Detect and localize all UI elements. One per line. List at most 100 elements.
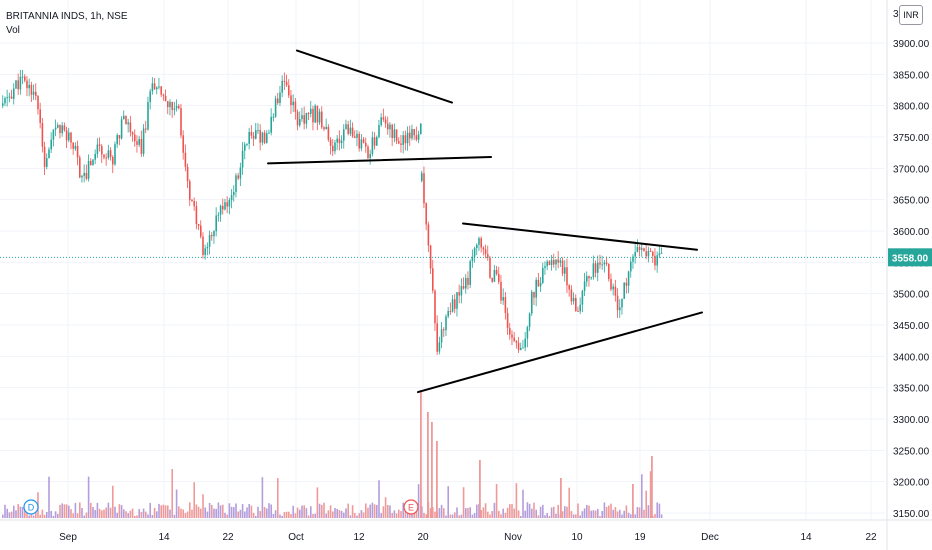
candle: [616, 288, 619, 318]
candle: [568, 283, 570, 297]
volume-bar: [440, 504, 443, 518]
candle: [445, 314, 447, 336]
volume-bar: [517, 510, 520, 518]
candle: [2, 95, 4, 109]
chart-grid: [0, 0, 885, 520]
trendline[interactable]: [296, 49, 453, 104]
volume-bar: [52, 515, 55, 518]
svg-text:E: E: [408, 503, 414, 513]
volume-bar: [178, 506, 180, 518]
candle: [224, 198, 226, 211]
volume-bar: [597, 509, 599, 518]
volume-bar: [612, 509, 614, 518]
volume-bar: [645, 490, 647, 518]
candle: [614, 279, 617, 302]
volume-bar: [167, 505, 169, 518]
candle: [239, 162, 242, 187]
y-tick-label: 3400.00: [893, 352, 930, 363]
candle: [136, 135, 138, 153]
candle: [202, 232, 204, 259]
volume-bar: [63, 504, 66, 518]
volume-bar: [48, 476, 50, 518]
volume-bar: [524, 510, 526, 518]
candle: [395, 129, 398, 145]
candle: [575, 294, 577, 312]
candle: [52, 129, 55, 147]
last-price-label: 3558.00: [892, 253, 929, 264]
volume-bar: [24, 508, 26, 518]
volume-bar: [362, 512, 365, 518]
volume-bar: [241, 504, 244, 518]
volume-indicator-label[interactable]: Vol: [6, 25, 20, 36]
volume-bar: [588, 505, 590, 518]
candle: [156, 86, 158, 95]
candle: [502, 288, 504, 305]
volume-bar-spike: [479, 460, 481, 518]
volume-bar: [149, 502, 151, 518]
volume-bar: [465, 508, 467, 518]
candle: [116, 133, 118, 148]
volume-bar: [393, 510, 396, 518]
candle: [72, 142, 74, 155]
candle: [654, 248, 656, 271]
volume-bar: [96, 502, 99, 518]
volume-bar: [279, 514, 281, 518]
volume-bar: [522, 489, 524, 518]
candle: [658, 246, 661, 259]
candle: [360, 134, 363, 152]
candle: [566, 258, 568, 294]
volume-bar: [8, 512, 11, 518]
candle: [531, 289, 533, 316]
volume-bar: [409, 513, 411, 518]
volume-bar: [222, 504, 224, 518]
candle: [641, 242, 643, 257]
candlestick-series: [2, 69, 663, 355]
last-price-tag-bg: [888, 248, 932, 267]
volume-bar: [123, 509, 125, 518]
x-tick-label: 14: [800, 532, 812, 543]
volume-bar: [217, 502, 220, 518]
candle: [70, 131, 72, 150]
candle: [438, 336, 441, 355]
volume-bar: [376, 504, 378, 518]
trendlines[interactable]: [267, 49, 703, 394]
volume-bar: [443, 508, 445, 518]
candle: [621, 298, 623, 315]
candle: [17, 73, 19, 95]
candle: [423, 166, 425, 208]
event-marker-d[interactable]: D: [23, 499, 39, 515]
candle: [255, 123, 257, 140]
volume-bar: [568, 487, 570, 518]
volume-bar: [303, 505, 305, 518]
volume-bar: [226, 514, 228, 518]
currency-badge[interactable]: INR: [899, 5, 923, 25]
volume-bar: [630, 514, 632, 518]
trendline[interactable]: [267, 156, 492, 165]
trendline[interactable]: [417, 311, 703, 394]
volume-bar: [641, 474, 643, 518]
y-tick-label: 3300.00: [893, 415, 930, 426]
time-axis[interactable]: Sep 14 22 Oct 12 20 Nov 10 19 Dec 14 22: [59, 532, 877, 543]
candle: [537, 272, 540, 287]
volume-bar: [290, 514, 292, 518]
volume-bar: [68, 505, 70, 518]
volume-bar: [294, 513, 297, 518]
candle: [478, 236, 480, 251]
event-marker-e[interactable]: E: [403, 499, 419, 515]
volume-bar: [387, 504, 389, 518]
candle: [206, 242, 209, 256]
volume-bar: [389, 505, 391, 518]
candle: [246, 143, 248, 147]
volume-bar: [107, 502, 110, 518]
trendline[interactable]: [462, 222, 698, 251]
volume-bar: [515, 483, 518, 518]
symbol-title[interactable]: BRITANNIA INDS, 1h, NSE: [6, 11, 128, 22]
volume-bar: [500, 514, 502, 518]
candle: [581, 289, 584, 313]
candle: [436, 315, 438, 355]
volume-bar: [237, 511, 239, 518]
volume-bar: [246, 507, 248, 518]
